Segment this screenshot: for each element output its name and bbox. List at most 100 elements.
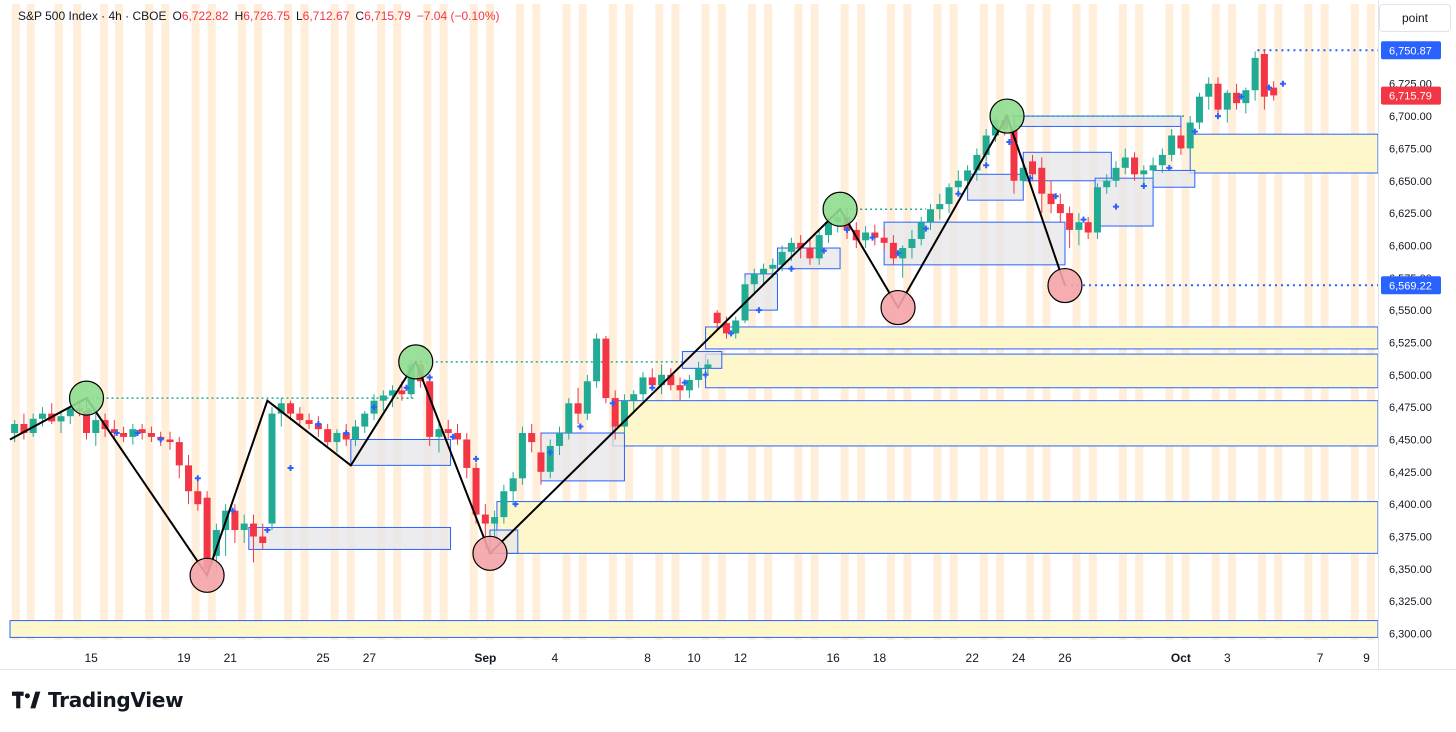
candle-body [185, 465, 193, 492]
pivot-low-marker [880, 289, 916, 326]
indicator-dot [820, 247, 827, 254]
session-band [1181, 4, 1190, 640]
session-band [54, 4, 63, 640]
session-band [423, 4, 432, 640]
y-tick-label: 6,425.00 [1389, 467, 1432, 479]
indicator-dot [1166, 164, 1173, 171]
x-tick-label: 26 [1058, 651, 1072, 665]
session-band [562, 4, 571, 640]
range-box [248, 526, 452, 550]
chart-plot[interactable]: 6,300.00 6,325.00 6,350.00 6,375.00 6,400.00… [0, 0, 1456, 680]
candle-body [166, 439, 174, 443]
session-band [810, 4, 819, 640]
y-tick-label: 6,450.00 [1389, 434, 1432, 446]
session-band [655, 4, 664, 640]
candle-body [1186, 122, 1194, 149]
candle-body [871, 232, 879, 238]
candle-body [815, 235, 823, 259]
price-unit-button[interactable]: point [1379, 4, 1451, 32]
candle-body [342, 433, 350, 440]
candle-body [1158, 154, 1166, 166]
session-band [284, 4, 293, 640]
candle-body [954, 180, 962, 188]
candle-body [120, 433, 128, 437]
session-band [469, 4, 478, 640]
candle-body [862, 232, 870, 241]
candle-body [927, 209, 935, 223]
candle-body [324, 429, 332, 443]
candle-body [1112, 167, 1120, 181]
candle-body [1121, 157, 1129, 168]
indicator-dot [649, 384, 656, 391]
candle-body [1177, 135, 1185, 149]
x-tick-label: 25 [316, 651, 330, 665]
x-tick-label: 8 [644, 651, 651, 665]
indicator-dot [315, 420, 322, 427]
session-band [979, 4, 988, 640]
candle-body [1168, 135, 1176, 155]
supply-demand-zone [496, 501, 1379, 554]
candle-body [1047, 193, 1055, 205]
candle-body [917, 222, 925, 239]
candle-body [509, 478, 517, 492]
candle-body [1205, 83, 1213, 97]
candle-body [1233, 92, 1241, 104]
session-band [747, 4, 756, 640]
candle-body [574, 403, 582, 414]
indicator-dot [1052, 193, 1059, 200]
candle-body [760, 268, 768, 274]
candle-body [1038, 167, 1046, 194]
candle-body [982, 135, 990, 155]
candle-body [296, 413, 304, 421]
indicator-dot [1112, 203, 1119, 210]
session-band [1072, 4, 1081, 640]
candle-body [361, 413, 369, 427]
candle-body [537, 452, 545, 472]
high-value: 6,726.75 [243, 9, 290, 23]
indicator-dot [473, 455, 480, 462]
candle-body [704, 364, 712, 369]
candle-body [973, 154, 981, 171]
candle-body [426, 381, 434, 437]
session-band [1165, 4, 1174, 640]
indicator-dot [983, 162, 990, 169]
tradingview-brand[interactable]: TradingView [12, 688, 184, 712]
session-band [254, 4, 263, 640]
candle-body [769, 264, 777, 269]
candle-body [333, 433, 341, 443]
x-tick-label: 7 [1317, 651, 1324, 665]
indicator-dot [512, 501, 519, 508]
candle-body [500, 491, 508, 518]
supply-demand-zone [705, 326, 1379, 350]
candle-body [287, 403, 295, 414]
candle-body [463, 439, 471, 468]
candle-body [389, 390, 397, 396]
indicator-dot [449, 433, 456, 440]
range-box [1152, 169, 1196, 188]
candle-body [20, 423, 28, 434]
candle-body [1010, 129, 1018, 181]
candle-body [92, 420, 100, 434]
indicator-dot [577, 423, 584, 430]
session-band [578, 4, 587, 640]
candle-body [583, 381, 591, 414]
chart-frame[interactable]: 6,300.00 6,325.00 6,350.00 6,375.00 6,400.00… [0, 0, 1456, 680]
session-band [701, 4, 710, 640]
session-band [11, 4, 20, 640]
price-badge [1381, 276, 1441, 295]
candle-body [685, 379, 693, 391]
price-badge-label: 6,715.79 [1389, 91, 1432, 103]
candle-body [899, 248, 907, 259]
candle-body [1093, 187, 1101, 233]
session-band [996, 4, 1005, 640]
candle-body [1103, 180, 1111, 188]
x-tick-label: 4 [552, 651, 559, 665]
tradingview-logo-icon [12, 691, 41, 709]
symbol-title: S&P 500 Index · 4h · CBOE [18, 9, 167, 23]
y-tick-label: 6,550.00 [1389, 305, 1432, 317]
session-band [26, 4, 35, 640]
session-band [1367, 4, 1376, 640]
symbol-header: S&P 500 Index · 4h · CBOE O6,722.82 H6,7… [18, 9, 500, 23]
indicator-dot [371, 404, 378, 411]
y-tick-label: 6,400.00 [1389, 499, 1432, 511]
